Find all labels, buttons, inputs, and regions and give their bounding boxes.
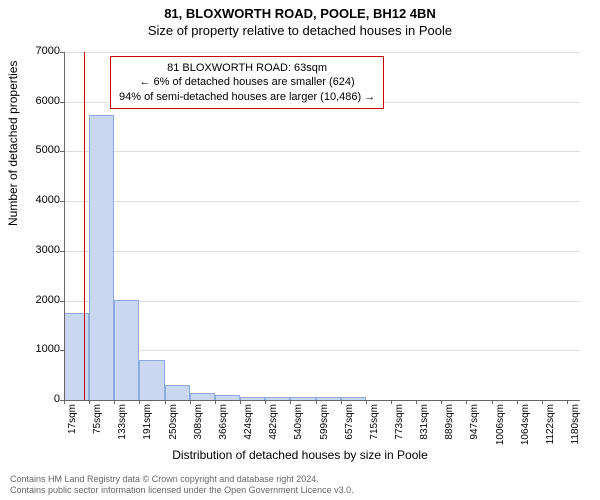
y-tick-label: 0 — [18, 393, 60, 405]
y-tick-mark — [60, 151, 64, 152]
title-sub: Size of property relative to detached ho… — [0, 21, 600, 38]
title-main: 81, BLOXWORTH ROAD, POOLE, BH12 4BN — [0, 0, 600, 21]
annotation-line-2: ← 6% of detached houses are smaller (624… — [119, 75, 375, 89]
footer-line-1: Contains HM Land Registry data © Crown c… — [10, 474, 354, 485]
footer: Contains HM Land Registry data © Crown c… — [10, 474, 354, 496]
histogram-bar — [190, 393, 215, 400]
y-tick-label: 7000 — [18, 45, 60, 57]
x-tick-label: 889sqm — [444, 404, 455, 454]
x-tick-label: 1122sqm — [545, 404, 556, 454]
gridline — [64, 201, 580, 202]
x-tick-mark — [114, 400, 115, 404]
x-tick-mark — [416, 400, 417, 404]
histogram-bar — [64, 313, 89, 400]
x-tick-mark — [290, 400, 291, 404]
x-tick-mark — [517, 400, 518, 404]
property-marker-line — [84, 52, 85, 400]
y-tick-mark — [60, 251, 64, 252]
x-tick-label: 599sqm — [319, 404, 330, 454]
x-tick-mark — [89, 400, 90, 404]
y-tick-mark — [60, 350, 64, 351]
x-tick-label: 715sqm — [369, 404, 380, 454]
x-tick-label: 540sqm — [293, 404, 304, 454]
annotation-box: 81 BLOXWORTH ROAD: 63sqm ← 6% of detache… — [110, 56, 384, 109]
x-tick-label: 482sqm — [268, 404, 279, 454]
y-tick-mark — [60, 52, 64, 53]
x-tick-label: 1006sqm — [495, 404, 506, 454]
x-tick-label: 831sqm — [419, 404, 430, 454]
annotation-line-1: 81 BLOXWORTH ROAD: 63sqm — [119, 61, 375, 75]
footer-line-2: Contains public sector information licen… — [10, 485, 354, 496]
gridline — [64, 151, 580, 152]
x-tick-label: 250sqm — [168, 404, 179, 454]
y-tick-label: 6000 — [18, 95, 60, 107]
y-tick-mark — [60, 102, 64, 103]
y-tick-label: 5000 — [18, 144, 60, 156]
x-tick-mark — [265, 400, 266, 404]
y-tick-mark — [60, 201, 64, 202]
x-tick-label: 133sqm — [117, 404, 128, 454]
x-tick-label: 773sqm — [394, 404, 405, 454]
x-axis-line — [64, 400, 580, 401]
x-tick-mark — [165, 400, 166, 404]
y-tick-label: 1000 — [18, 343, 60, 355]
x-tick-mark — [466, 400, 467, 404]
gridline — [64, 251, 580, 252]
x-tick-label: 191sqm — [142, 404, 153, 454]
x-tick-label: 366sqm — [218, 404, 229, 454]
x-tick-mark — [441, 400, 442, 404]
gridline — [64, 301, 580, 302]
y-tick-label: 3000 — [18, 244, 60, 256]
annotation-line-3: 94% of semi-detached houses are larger (… — [119, 90, 375, 104]
x-tick-mark — [316, 400, 317, 404]
x-tick-label: 17sqm — [67, 404, 78, 454]
x-tick-label: 1180sqm — [570, 404, 581, 454]
y-tick-label: 2000 — [18, 294, 60, 306]
y-axis-line — [64, 52, 65, 400]
y-tick-mark — [60, 301, 64, 302]
x-tick-mark — [240, 400, 241, 404]
histogram-bar — [165, 385, 190, 400]
x-tick-mark — [542, 400, 543, 404]
x-tick-label: 308sqm — [193, 404, 204, 454]
histogram-bar — [89, 115, 114, 400]
x-tick-label: 657sqm — [344, 404, 355, 454]
x-tick-mark — [567, 400, 568, 404]
x-tick-mark — [215, 400, 216, 404]
x-tick-mark — [190, 400, 191, 404]
y-tick-label: 4000 — [18, 194, 60, 206]
x-tick-mark — [366, 400, 367, 404]
x-tick-mark — [64, 400, 65, 404]
x-tick-label: 75sqm — [92, 404, 103, 454]
gridline — [64, 52, 580, 53]
x-tick-label: 1064sqm — [520, 404, 531, 454]
x-tick-label: 947sqm — [469, 404, 480, 454]
x-tick-mark — [391, 400, 392, 404]
x-tick-mark — [139, 400, 140, 404]
gridline — [64, 350, 580, 351]
x-tick-label: 424sqm — [243, 404, 254, 454]
histogram-bar — [139, 360, 165, 400]
x-tick-mark — [341, 400, 342, 404]
x-tick-mark — [492, 400, 493, 404]
histogram-bar — [114, 300, 139, 400]
